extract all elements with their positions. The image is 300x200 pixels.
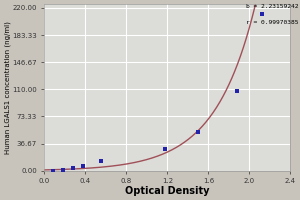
Text: b = 2.23159242: b = 2.23159242 xyxy=(246,4,298,9)
Text: r = 0.99970385: r = 0.99970385 xyxy=(246,20,298,25)
Point xyxy=(61,168,65,171)
Point xyxy=(71,167,76,170)
Y-axis label: Human LGALS1 concentration (ng/ml): Human LGALS1 concentration (ng/ml) xyxy=(4,21,11,154)
Point xyxy=(98,160,103,163)
Point xyxy=(196,131,200,134)
Point xyxy=(81,164,86,167)
Point xyxy=(235,89,239,92)
X-axis label: Optical Density: Optical Density xyxy=(125,186,210,196)
Point xyxy=(50,169,55,172)
Point xyxy=(163,147,168,150)
Point xyxy=(259,12,264,15)
